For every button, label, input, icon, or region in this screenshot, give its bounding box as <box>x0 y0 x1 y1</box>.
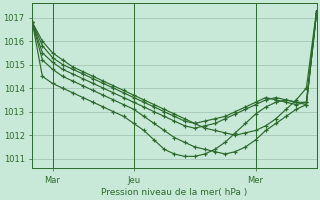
X-axis label: Pression niveau de la mer( hPa ): Pression niveau de la mer( hPa ) <box>101 188 247 197</box>
